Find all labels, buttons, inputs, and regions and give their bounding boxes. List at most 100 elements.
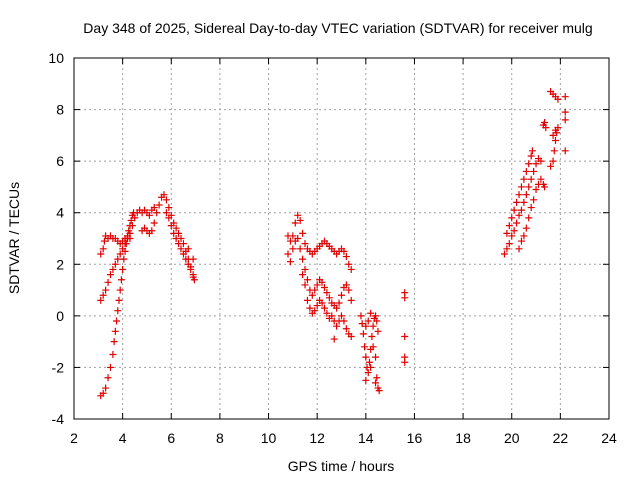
y-tick-label: -2 bbox=[52, 359, 65, 375]
data-point bbox=[367, 309, 375, 317]
data-point bbox=[291, 219, 299, 227]
data-point bbox=[296, 245, 304, 253]
data-point bbox=[520, 232, 528, 240]
data-point bbox=[126, 235, 134, 242]
data-point bbox=[515, 191, 523, 199]
data-point bbox=[338, 312, 345, 320]
data-point bbox=[525, 160, 533, 168]
data-point bbox=[527, 175, 535, 183]
data-point bbox=[306, 304, 314, 312]
data-point bbox=[114, 307, 122, 315]
data-point bbox=[542, 124, 550, 132]
data-point bbox=[111, 327, 119, 335]
data-point bbox=[520, 198, 528, 206]
data-point bbox=[120, 255, 128, 263]
data-point bbox=[106, 271, 114, 279]
series-arc-peak-6h-lower bbox=[162, 209, 197, 281]
data-point bbox=[109, 265, 117, 273]
data-point bbox=[99, 245, 107, 253]
data-point bbox=[128, 222, 136, 230]
x-tick-label: 10 bbox=[261, 430, 277, 446]
data-point bbox=[369, 322, 377, 330]
data-point bbox=[131, 214, 139, 222]
data-point bbox=[333, 322, 341, 330]
data-point bbox=[182, 255, 190, 263]
data-point bbox=[500, 250, 508, 258]
data-point bbox=[513, 219, 521, 227]
data-point bbox=[372, 353, 380, 361]
series-arc-14h-cluster bbox=[357, 309, 383, 395]
data-point bbox=[517, 237, 525, 245]
data-point bbox=[165, 204, 173, 212]
data-point bbox=[347, 296, 355, 304]
y-tick-label: 10 bbox=[48, 50, 64, 66]
data-point bbox=[342, 281, 350, 289]
data-point bbox=[373, 317, 381, 325]
data-point bbox=[347, 265, 355, 273]
data-point bbox=[552, 126, 559, 134]
data-point bbox=[525, 183, 533, 191]
data-point bbox=[153, 209, 161, 217]
grid-layer bbox=[74, 58, 609, 419]
data-point bbox=[299, 229, 307, 237]
data-point bbox=[116, 286, 124, 294]
data-point bbox=[330, 335, 338, 343]
data-point bbox=[99, 291, 107, 299]
data-point bbox=[113, 317, 121, 325]
series-arc-early-rising bbox=[97, 209, 138, 400]
data-point bbox=[148, 227, 156, 235]
data-point bbox=[110, 338, 118, 346]
data-point bbox=[335, 299, 343, 307]
data-point bbox=[362, 322, 370, 330]
series-arc-evening-lower bbox=[500, 155, 545, 258]
data-point bbox=[318, 278, 326, 286]
data-point bbox=[401, 332, 409, 340]
x-tick-label: 12 bbox=[309, 430, 325, 446]
data-point bbox=[106, 363, 114, 371]
series-arc-evening-upper bbox=[515, 175, 549, 253]
data-point bbox=[375, 387, 383, 395]
data-point bbox=[303, 276, 311, 284]
data-point bbox=[104, 374, 112, 382]
data-points bbox=[97, 88, 569, 400]
data-point bbox=[150, 204, 158, 212]
data-point bbox=[503, 229, 511, 237]
data-point bbox=[150, 219, 158, 227]
plot-frame bbox=[73, 57, 610, 420]
data-point bbox=[100, 237, 108, 245]
data-point bbox=[323, 289, 331, 297]
data-point bbox=[172, 224, 180, 232]
data-point bbox=[373, 374, 381, 382]
data-point bbox=[537, 175, 545, 183]
data-point bbox=[561, 147, 569, 155]
x-tick-label: 22 bbox=[553, 430, 569, 446]
data-point bbox=[361, 343, 369, 351]
x-axis-label: GPS time / hours bbox=[288, 458, 395, 474]
data-point bbox=[175, 240, 183, 248]
data-point bbox=[552, 137, 559, 145]
data-point bbox=[97, 250, 105, 258]
x-tick-label: 20 bbox=[504, 430, 520, 446]
data-point bbox=[119, 265, 127, 273]
data-point bbox=[520, 175, 528, 183]
data-point bbox=[160, 191, 168, 199]
data-point bbox=[172, 235, 180, 242]
series-arc-evening-middle bbox=[503, 147, 536, 237]
data-point bbox=[510, 227, 518, 235]
data-point bbox=[328, 312, 336, 320]
data-point bbox=[111, 260, 119, 268]
data-point bbox=[104, 278, 112, 286]
data-point bbox=[117, 276, 125, 284]
x-tick-label: 24 bbox=[601, 430, 617, 446]
x-tick-label: 2 bbox=[70, 430, 78, 446]
x-tick-label: 18 bbox=[455, 430, 471, 446]
y-axis-label: SDTVAR / TECUs bbox=[6, 182, 22, 294]
data-point bbox=[517, 206, 525, 214]
series-arc-midday-upper bbox=[284, 211, 355, 273]
data-point bbox=[513, 198, 521, 206]
series-arc-early-upper bbox=[97, 204, 158, 304]
data-point bbox=[318, 299, 326, 307]
data-point bbox=[508, 232, 516, 240]
data-point bbox=[313, 281, 321, 289]
